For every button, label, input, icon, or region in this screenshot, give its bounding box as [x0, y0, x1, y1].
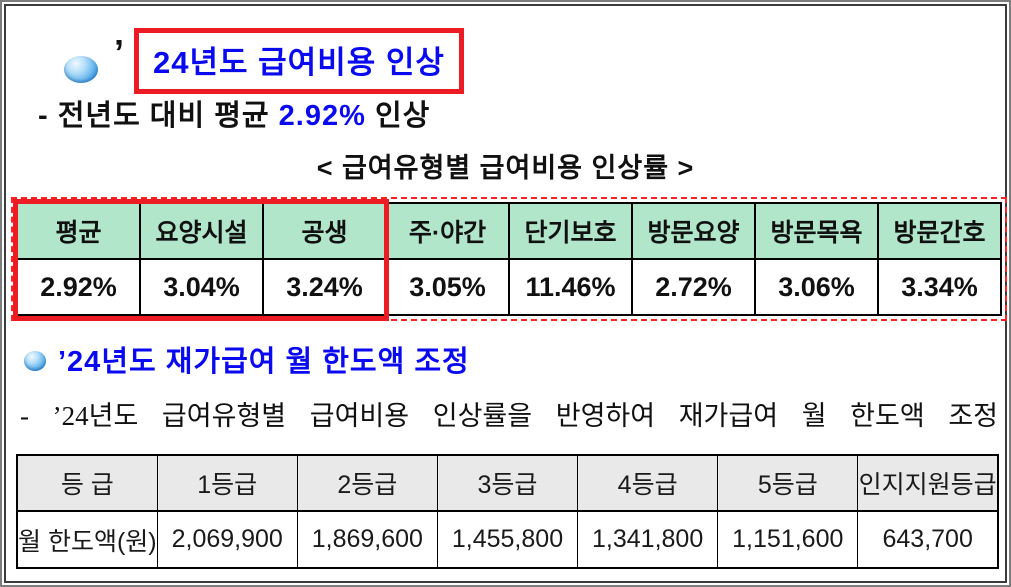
- rate-table-header-row: 평균 요양시설 공생 주·야간 단기보호 방문요양 방문목욕 방문간호: [16, 202, 1002, 260]
- rate-table-value-cell: 3.06%: [754, 258, 879, 316]
- rate-table-caption: < 급여유형별 급여비용 인상률 >: [316, 153, 695, 183]
- rate-table-value-cell: 3.34%: [877, 258, 1002, 316]
- limit-table-value-cell: 1,341,800: [577, 510, 719, 569]
- rate-table-header-cell: 평균: [16, 202, 141, 260]
- limit-table: 등 급 1등급 2등급 3등급 4등급 5등급 인지지원등급 월 한도액(원) …: [15, 454, 1000, 569]
- section1-title-apostrophe: ’: [114, 32, 125, 73]
- sphere-bullet-icon: [24, 351, 46, 371]
- rate-table-value-cell: 11.46%: [508, 258, 633, 316]
- limit-table-header-cell: 등 급: [15, 454, 158, 512]
- rate-table-value-cell: 2.92%: [16, 258, 141, 316]
- rate-table-header-cell: 주·야간: [385, 202, 510, 260]
- limit-table-header-cell: 2등급: [296, 454, 438, 512]
- rate-table-header-cell: 요양시설: [139, 202, 264, 260]
- limit-table-value-cell: 2,069,900: [156, 510, 298, 569]
- limit-table-header-cell: 3등급: [436, 454, 579, 512]
- limit-table-header-cell: 1등급: [156, 454, 298, 512]
- rate-table-wrap: 평균 요양시설 공생 주·야간 단기보호 방문요양 방문목욕 방문간호 2.92…: [11, 197, 1007, 321]
- limit-table-value-cell: 1,151,600: [717, 510, 859, 569]
- rate-table: 평균 요양시설 공생 주·야간 단기보호 방문요양 방문목욕 방문간호 2.92…: [16, 202, 1002, 316]
- section1-title-highlight-box: 24년도 급여비용 인상: [134, 28, 464, 94]
- section2-heading: ’24년도 재가급여 월 한도액 조정: [24, 338, 470, 380]
- rate-table-header-cell: 방문간호: [877, 202, 1002, 260]
- limit-table-value-cell: 643,700: [857, 510, 1000, 569]
- limit-table-header-cell: 4등급: [577, 454, 719, 512]
- limit-table-header-cell: 5등급: [717, 454, 859, 512]
- section1-title: 24년도 급여비용 인상: [153, 45, 445, 80]
- rate-table-value-cell: 3.24%: [262, 258, 387, 316]
- subtitle-text-prefix: - 전년도 대비 평균: [38, 100, 279, 132]
- limit-table-value-row: 월 한도액(원) 2,069,900 1,869,600 1,455,800 1…: [15, 510, 1000, 569]
- rate-table-header-cell: 방문요양: [631, 202, 756, 260]
- limit-table-row-label: 월 한도액(원): [15, 510, 158, 569]
- limit-table-header-cell: 인지지원등급: [857, 454, 1000, 512]
- limit-table-value-cell: 1,455,800: [436, 510, 579, 569]
- subtitle-text-suffix: 인상: [365, 100, 431, 132]
- rate-table-value-cell: 3.04%: [139, 258, 264, 316]
- rate-table-header-cell: 방문목욕: [754, 202, 879, 260]
- rate-table-value-row: 2.92% 3.04% 3.24% 3.05% 11.46% 2.72% 3.0…: [16, 258, 1002, 316]
- rate-table-header-cell: 공생: [262, 202, 387, 260]
- rate-table-value-cell: 2.72%: [631, 258, 756, 316]
- limit-table-wrap: 등 급 1등급 2등급 3등급 4등급 5등급 인지지원등급 월 한도액(원) …: [15, 454, 1000, 569]
- section1-subtitle: - 전년도 대비 평균 2.92% 인상: [38, 92, 430, 134]
- sphere-bullet-icon: [64, 55, 98, 83]
- limit-table-header-row: 등 급 1등급 2등급 3등급 4등급 5등급 인지지원등급: [15, 454, 1000, 512]
- section2-title: ’24년도 재가급여 월 한도액 조정: [58, 346, 470, 378]
- rate-table-header-cell: 단기보호: [508, 202, 633, 260]
- section2-subtitle: - ’24년도 급여유형별 급여비용 인상률을 반영하여 재가급여 월 한도액 …: [20, 401, 998, 431]
- limit-table-value-cell: 1,869,600: [296, 510, 438, 569]
- rate-table-value-cell: 3.05%: [385, 258, 510, 316]
- section1-heading: ’ 24년도 급여비용 인상: [64, 28, 464, 94]
- subtitle-highlight-value: 2.92%: [278, 100, 366, 132]
